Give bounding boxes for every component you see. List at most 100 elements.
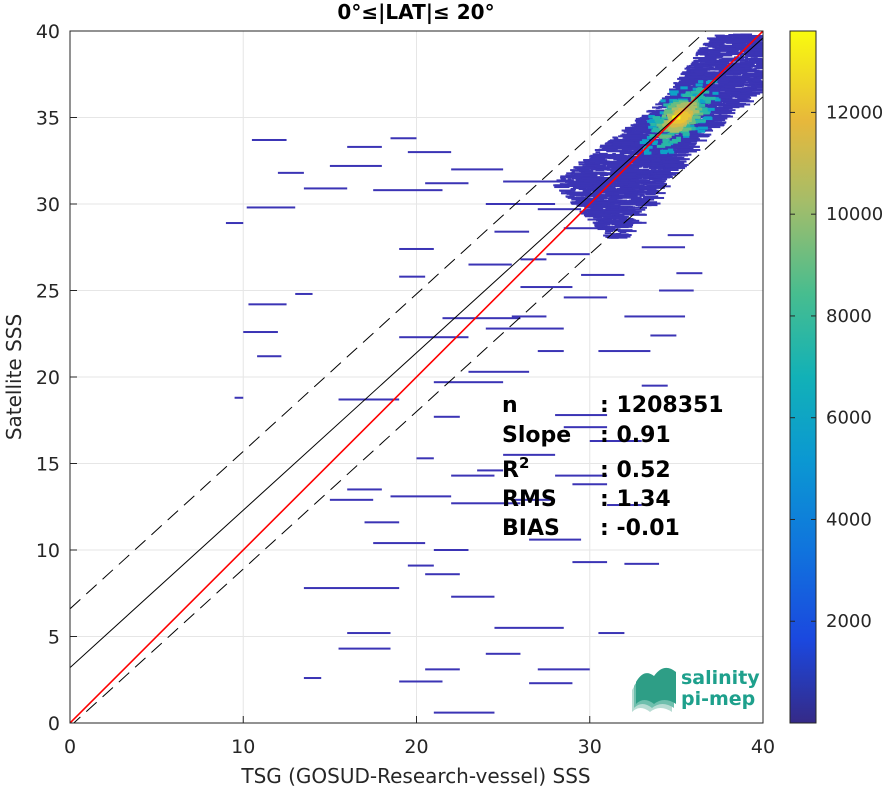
scatter-segment [364, 521, 400, 524]
density-bin [693, 60, 702, 63]
density-bin [701, 64, 709, 67]
x-tick-label: 40 [751, 736, 775, 758]
density-bin-hot [690, 96, 696, 100]
density-bin-hot [680, 103, 691, 107]
density-bin [709, 111, 717, 114]
regression-minus-2rms-line [73, 96, 763, 723]
density-bin [603, 184, 624, 187]
density-bin-hot [668, 128, 676, 132]
density-bin [679, 148, 701, 151]
density-bin [606, 150, 627, 153]
density-bin-hot [695, 83, 703, 87]
density-bin [621, 133, 626, 136]
density-bin [606, 142, 616, 145]
density-bin [706, 67, 714, 70]
density-bin [752, 79, 761, 82]
density-bin-hot [648, 125, 657, 129]
density-bin [593, 216, 603, 219]
density-bin [683, 73, 704, 76]
density-bin [607, 230, 614, 233]
density-bin [605, 194, 622, 197]
density-bin [617, 191, 633, 194]
density-bin [605, 193, 620, 196]
density-bin [603, 234, 614, 237]
density-bin [595, 151, 601, 154]
density-bin [707, 45, 717, 48]
density-bin [624, 128, 636, 131]
density-bin [710, 102, 719, 105]
density-bin [574, 174, 586, 177]
density-bin [687, 81, 704, 84]
density-bin [624, 185, 637, 188]
density-bin [694, 67, 717, 70]
density-bin [679, 84, 685, 87]
density-bin [748, 35, 763, 38]
density-bin-hot [664, 134, 670, 138]
density-bin [684, 67, 690, 70]
density-bin [753, 68, 757, 71]
density-bin [706, 37, 722, 40]
density-bin [718, 104, 722, 107]
x-axis-ticks: 0 10 20 30 40 [64, 716, 775, 758]
density-bin [704, 62, 715, 65]
density-bin [720, 53, 728, 56]
density-bin [619, 231, 627, 234]
density-bin [664, 165, 679, 168]
density-bin-hot [687, 105, 698, 109]
density-bin [652, 147, 666, 150]
scatter-segment [529, 538, 582, 541]
scatter-segment [555, 474, 608, 477]
density-bin-hot [659, 135, 667, 139]
density-bin [759, 80, 763, 83]
scatter-segment [451, 168, 504, 171]
density-bin [718, 83, 725, 86]
scatter-segment [485, 203, 556, 205]
density-bin [745, 60, 763, 63]
density-bin [625, 208, 646, 211]
density-bin [746, 91, 763, 94]
density-bin [719, 76, 737, 79]
density-bin [578, 161, 591, 164]
density-bin [606, 228, 611, 231]
density-bin [673, 158, 690, 161]
density-bin-hot [705, 96, 716, 100]
density-bin [671, 149, 685, 152]
density-bin [621, 143, 635, 146]
density-bin [620, 165, 641, 168]
density-bin-hot [700, 90, 710, 94]
density-bin-hot [690, 90, 701, 94]
density-bin-hot [654, 118, 665, 122]
density-bin [758, 57, 763, 60]
density-bin-hot [705, 100, 711, 104]
density-bin [602, 146, 623, 149]
scatter-segment [650, 334, 677, 337]
scatter-segment [563, 296, 608, 299]
density-bin [631, 130, 648, 133]
density-bin [651, 112, 661, 115]
density-bin [675, 143, 681, 146]
density-bin-hot [670, 124, 678, 128]
scatter-segment [390, 495, 452, 498]
density-bin [604, 210, 624, 213]
density-bin [734, 91, 749, 94]
density-bin [653, 180, 666, 183]
density-bin [729, 87, 735, 90]
density-bin [731, 89, 742, 92]
scatter-segment [433, 549, 469, 551]
density-bin [654, 167, 664, 170]
logo-line1: salinity [681, 667, 760, 689]
density-bin [594, 157, 604, 160]
density-bin [725, 84, 738, 87]
density-bin-hot [662, 138, 670, 142]
density-bin-hot [680, 112, 688, 116]
density-bin-hot [689, 121, 696, 125]
colorbar-tick-label: 12000 [826, 102, 883, 123]
density-bin [588, 202, 602, 205]
density-bin [645, 182, 665, 185]
density-bin [607, 164, 627, 167]
density-bin [729, 64, 747, 67]
scatter-segment [338, 398, 400, 401]
density-bin [568, 183, 586, 186]
density-bin [709, 54, 716, 57]
density-bin [607, 182, 617, 185]
